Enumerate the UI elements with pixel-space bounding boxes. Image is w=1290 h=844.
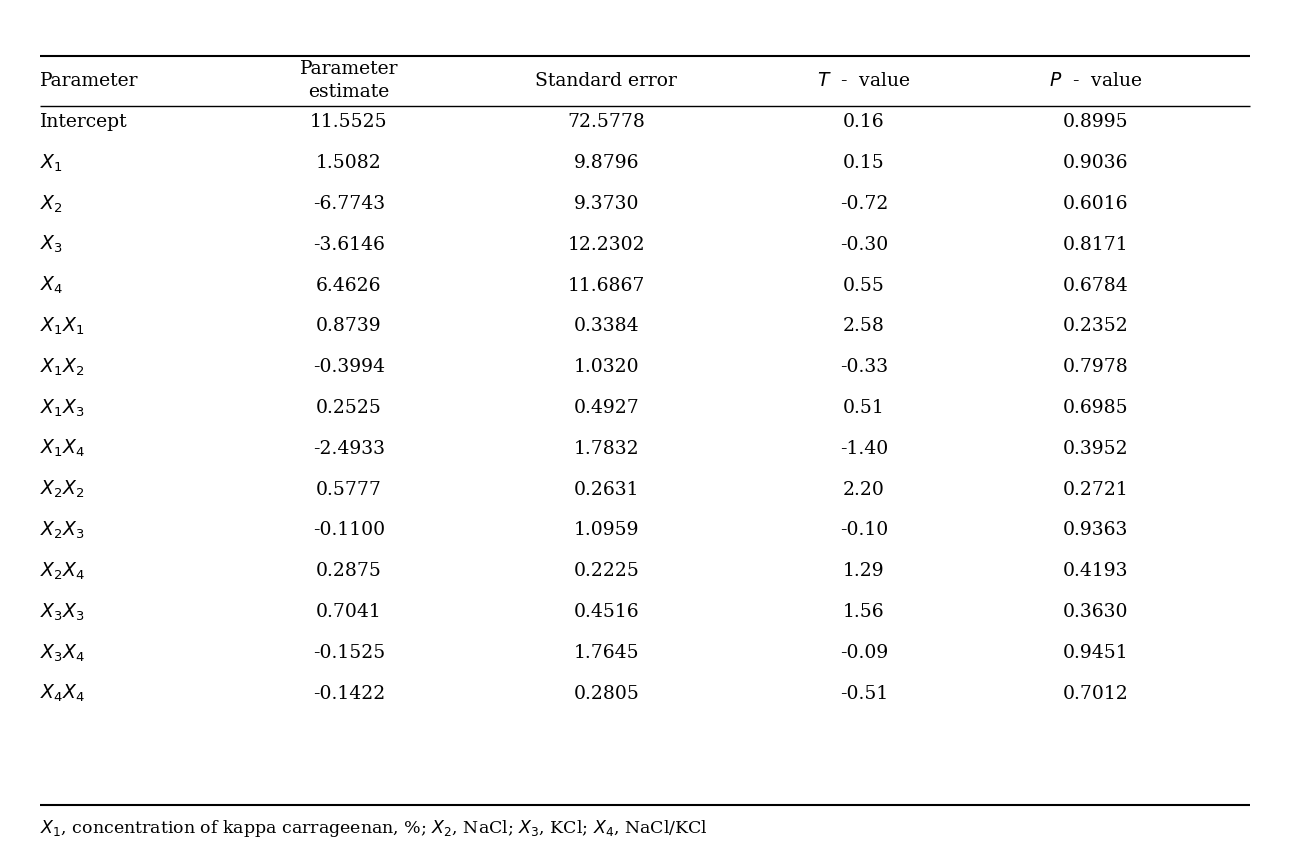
Text: $X_1$, concentration of kappa carrageenan, %; $X_2$, NaCl; $X_3$, KCl; $X_4$, Na: $X_1$, concentration of kappa carrageena… bbox=[40, 818, 708, 839]
Text: 0.3630: 0.3630 bbox=[1063, 603, 1129, 621]
Text: 0.9363: 0.9363 bbox=[1063, 522, 1129, 539]
Text: Parameter: Parameter bbox=[40, 72, 138, 89]
Text: Standard error: Standard error bbox=[535, 72, 677, 89]
Text: $X_3X_3$: $X_3X_3$ bbox=[40, 602, 85, 623]
Text: -0.30: -0.30 bbox=[840, 235, 888, 254]
Text: 1.7645: 1.7645 bbox=[574, 644, 640, 662]
Text: 0.6784: 0.6784 bbox=[1063, 277, 1129, 295]
Text: $\it{T}$  -  value: $\it{T}$ - value bbox=[817, 72, 911, 89]
Text: 9.3730: 9.3730 bbox=[574, 195, 639, 213]
Text: 0.16: 0.16 bbox=[844, 113, 885, 131]
Text: $X_2X_3$: $X_2X_3$ bbox=[40, 520, 85, 541]
Text: Intercept: Intercept bbox=[40, 113, 128, 131]
Text: $X_2$: $X_2$ bbox=[40, 193, 63, 214]
Text: 0.7012: 0.7012 bbox=[1063, 684, 1129, 703]
Text: 1.29: 1.29 bbox=[844, 562, 885, 581]
Text: -0.10: -0.10 bbox=[840, 522, 888, 539]
Text: 1.5082: 1.5082 bbox=[316, 154, 382, 172]
Text: $X_1$: $X_1$ bbox=[40, 153, 63, 174]
Text: 6.4626: 6.4626 bbox=[316, 277, 382, 295]
Text: Parameter
estimate: Parameter estimate bbox=[299, 60, 399, 101]
Text: 0.5777: 0.5777 bbox=[316, 480, 382, 499]
Text: $X_3X_4$: $X_3X_4$ bbox=[40, 642, 85, 663]
Text: 0.8995: 0.8995 bbox=[1063, 113, 1129, 131]
Text: -2.4933: -2.4933 bbox=[313, 440, 384, 457]
Text: -0.72: -0.72 bbox=[840, 195, 888, 213]
Text: 0.2525: 0.2525 bbox=[316, 399, 382, 417]
Text: 0.6985: 0.6985 bbox=[1063, 399, 1129, 417]
Text: -0.1422: -0.1422 bbox=[312, 684, 384, 703]
Text: 1.7832: 1.7832 bbox=[574, 440, 640, 457]
Text: 1.0320: 1.0320 bbox=[574, 358, 640, 376]
Text: 0.51: 0.51 bbox=[842, 399, 885, 417]
Text: 0.7978: 0.7978 bbox=[1063, 358, 1129, 376]
Text: 0.7041: 0.7041 bbox=[316, 603, 382, 621]
Text: 0.4927: 0.4927 bbox=[574, 399, 640, 417]
Text: 2.58: 2.58 bbox=[842, 317, 885, 335]
Text: 0.8739: 0.8739 bbox=[316, 317, 382, 335]
Text: 11.6867: 11.6867 bbox=[568, 277, 645, 295]
Text: -0.09: -0.09 bbox=[840, 644, 888, 662]
Text: 9.8796: 9.8796 bbox=[574, 154, 639, 172]
Text: 72.5778: 72.5778 bbox=[568, 113, 645, 131]
Text: $\it{P}$  -  value: $\it{P}$ - value bbox=[1049, 72, 1142, 89]
Text: 12.2302: 12.2302 bbox=[568, 235, 645, 254]
Text: 0.15: 0.15 bbox=[842, 154, 885, 172]
Text: 0.3384: 0.3384 bbox=[574, 317, 640, 335]
Text: -0.33: -0.33 bbox=[840, 358, 888, 376]
Text: 0.4193: 0.4193 bbox=[1063, 562, 1129, 581]
Text: -0.3994: -0.3994 bbox=[313, 358, 384, 376]
Text: $X_4$: $X_4$ bbox=[40, 275, 63, 296]
Text: $X_3$: $X_3$ bbox=[40, 234, 63, 256]
Text: $X_1X_3$: $X_1X_3$ bbox=[40, 398, 85, 419]
Text: 0.55: 0.55 bbox=[842, 277, 885, 295]
Text: 0.2721: 0.2721 bbox=[1063, 480, 1129, 499]
Text: -6.7743: -6.7743 bbox=[313, 195, 384, 213]
Text: 2.20: 2.20 bbox=[842, 480, 885, 499]
Text: $X_1X_4$: $X_1X_4$ bbox=[40, 438, 85, 459]
Text: -0.1100: -0.1100 bbox=[313, 522, 384, 539]
Text: 0.2631: 0.2631 bbox=[574, 480, 639, 499]
Text: -3.6146: -3.6146 bbox=[313, 235, 384, 254]
Text: -0.51: -0.51 bbox=[840, 684, 888, 703]
Text: 0.6016: 0.6016 bbox=[1063, 195, 1129, 213]
Text: 0.9036: 0.9036 bbox=[1063, 154, 1129, 172]
Text: $X_2X_4$: $X_2X_4$ bbox=[40, 560, 85, 582]
Text: 0.3952: 0.3952 bbox=[1063, 440, 1129, 457]
Text: 11.5525: 11.5525 bbox=[310, 113, 388, 131]
Text: 0.2225: 0.2225 bbox=[574, 562, 640, 581]
Text: 0.4516: 0.4516 bbox=[574, 603, 640, 621]
Text: -1.40: -1.40 bbox=[840, 440, 888, 457]
Text: 0.8171: 0.8171 bbox=[1063, 235, 1129, 254]
Text: $X_1X_2$: $X_1X_2$ bbox=[40, 356, 85, 378]
Text: 0.2352: 0.2352 bbox=[1063, 317, 1129, 335]
Text: 0.9451: 0.9451 bbox=[1063, 644, 1129, 662]
Text: -0.1525: -0.1525 bbox=[312, 644, 384, 662]
Text: 0.2805: 0.2805 bbox=[574, 684, 640, 703]
Text: 0.2875: 0.2875 bbox=[316, 562, 382, 581]
Text: $X_4X_4$: $X_4X_4$ bbox=[40, 683, 85, 705]
Text: 1.0959: 1.0959 bbox=[574, 522, 639, 539]
Text: 1.56: 1.56 bbox=[844, 603, 885, 621]
Text: $X_2X_2$: $X_2X_2$ bbox=[40, 479, 85, 500]
Text: $X_1X_1$: $X_1X_1$ bbox=[40, 316, 85, 337]
